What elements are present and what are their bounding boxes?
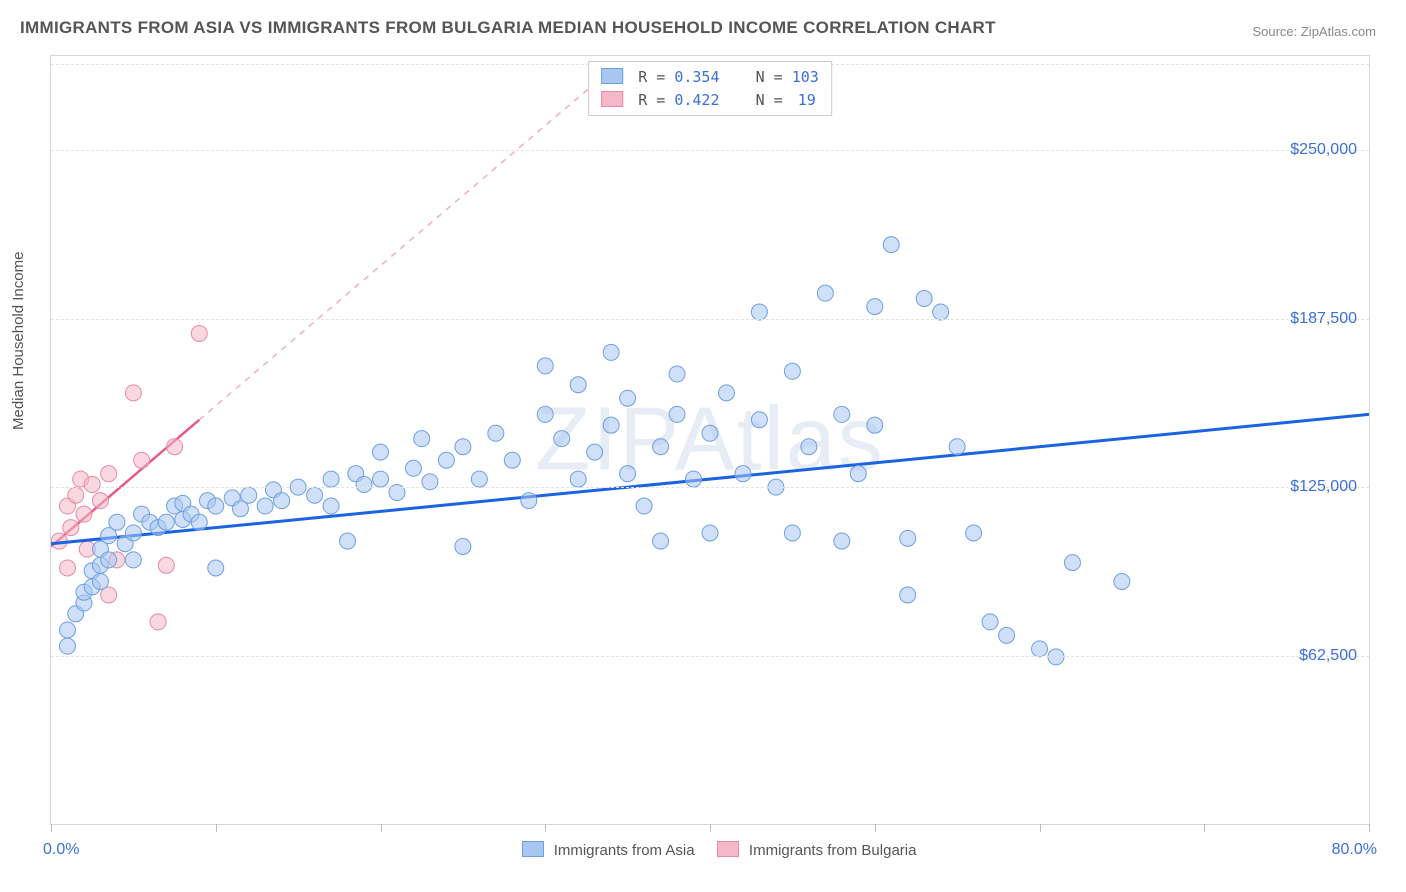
source-attribution: Source: ZipAtlas.com	[1252, 24, 1376, 39]
n-value-asia: 103	[792, 68, 819, 86]
x-tick	[381, 824, 382, 832]
x-tick	[1040, 824, 1041, 832]
x-tick	[875, 824, 876, 832]
y-tick-label: $187,500	[1290, 310, 1357, 328]
x-axis-max-label: 80.0%	[1332, 841, 1377, 859]
chart-plot-area: ZIPAtlas R = 0.354 N = 103 R = 0.422 N =…	[50, 55, 1370, 825]
legend-swatch-bulgaria	[601, 91, 623, 107]
grid-line	[51, 319, 1369, 320]
y-axis-label: Median Household Income	[10, 252, 27, 430]
r-label: R =	[638, 91, 665, 109]
n-label: N =	[756, 91, 783, 109]
x-tick	[51, 824, 52, 832]
chart-title: IMMIGRANTS FROM ASIA VS IMMIGRANTS FROM …	[20, 18, 996, 38]
x-tick	[1204, 824, 1205, 832]
y-tick-label: $250,000	[1290, 141, 1357, 159]
series-legend: Immigrants from Asia Immigrants from Bul…	[51, 841, 1369, 859]
grid-line	[51, 656, 1369, 657]
n-label: N =	[756, 68, 783, 86]
legend-swatch-asia	[522, 841, 544, 857]
r-value-bulgaria: 0.422	[674, 91, 719, 109]
legend-label-bulgaria: Immigrants from Bulgaria	[749, 842, 917, 859]
legend-swatch-asia	[601, 68, 623, 84]
n-value-bulgaria: 19	[792, 91, 816, 109]
legend-swatch-bulgaria	[717, 841, 739, 857]
x-axis-min-label: 0.0%	[43, 841, 79, 859]
y-tick-label: $125,000	[1290, 478, 1357, 496]
y-tick-label: $62,500	[1299, 647, 1357, 665]
correlation-legend: R = 0.354 N = 103 R = 0.422 N = 19	[588, 61, 832, 116]
legend-label-asia: Immigrants from Asia	[554, 842, 695, 859]
x-tick	[710, 824, 711, 832]
grid-line	[51, 150, 1369, 151]
r-value-asia: 0.354	[674, 68, 719, 86]
scatter-plot-svg	[51, 56, 1369, 824]
grid-line	[51, 487, 1369, 488]
x-tick	[545, 824, 546, 832]
r-label: R =	[638, 68, 665, 86]
x-tick	[1369, 824, 1370, 832]
x-tick	[216, 824, 217, 832]
